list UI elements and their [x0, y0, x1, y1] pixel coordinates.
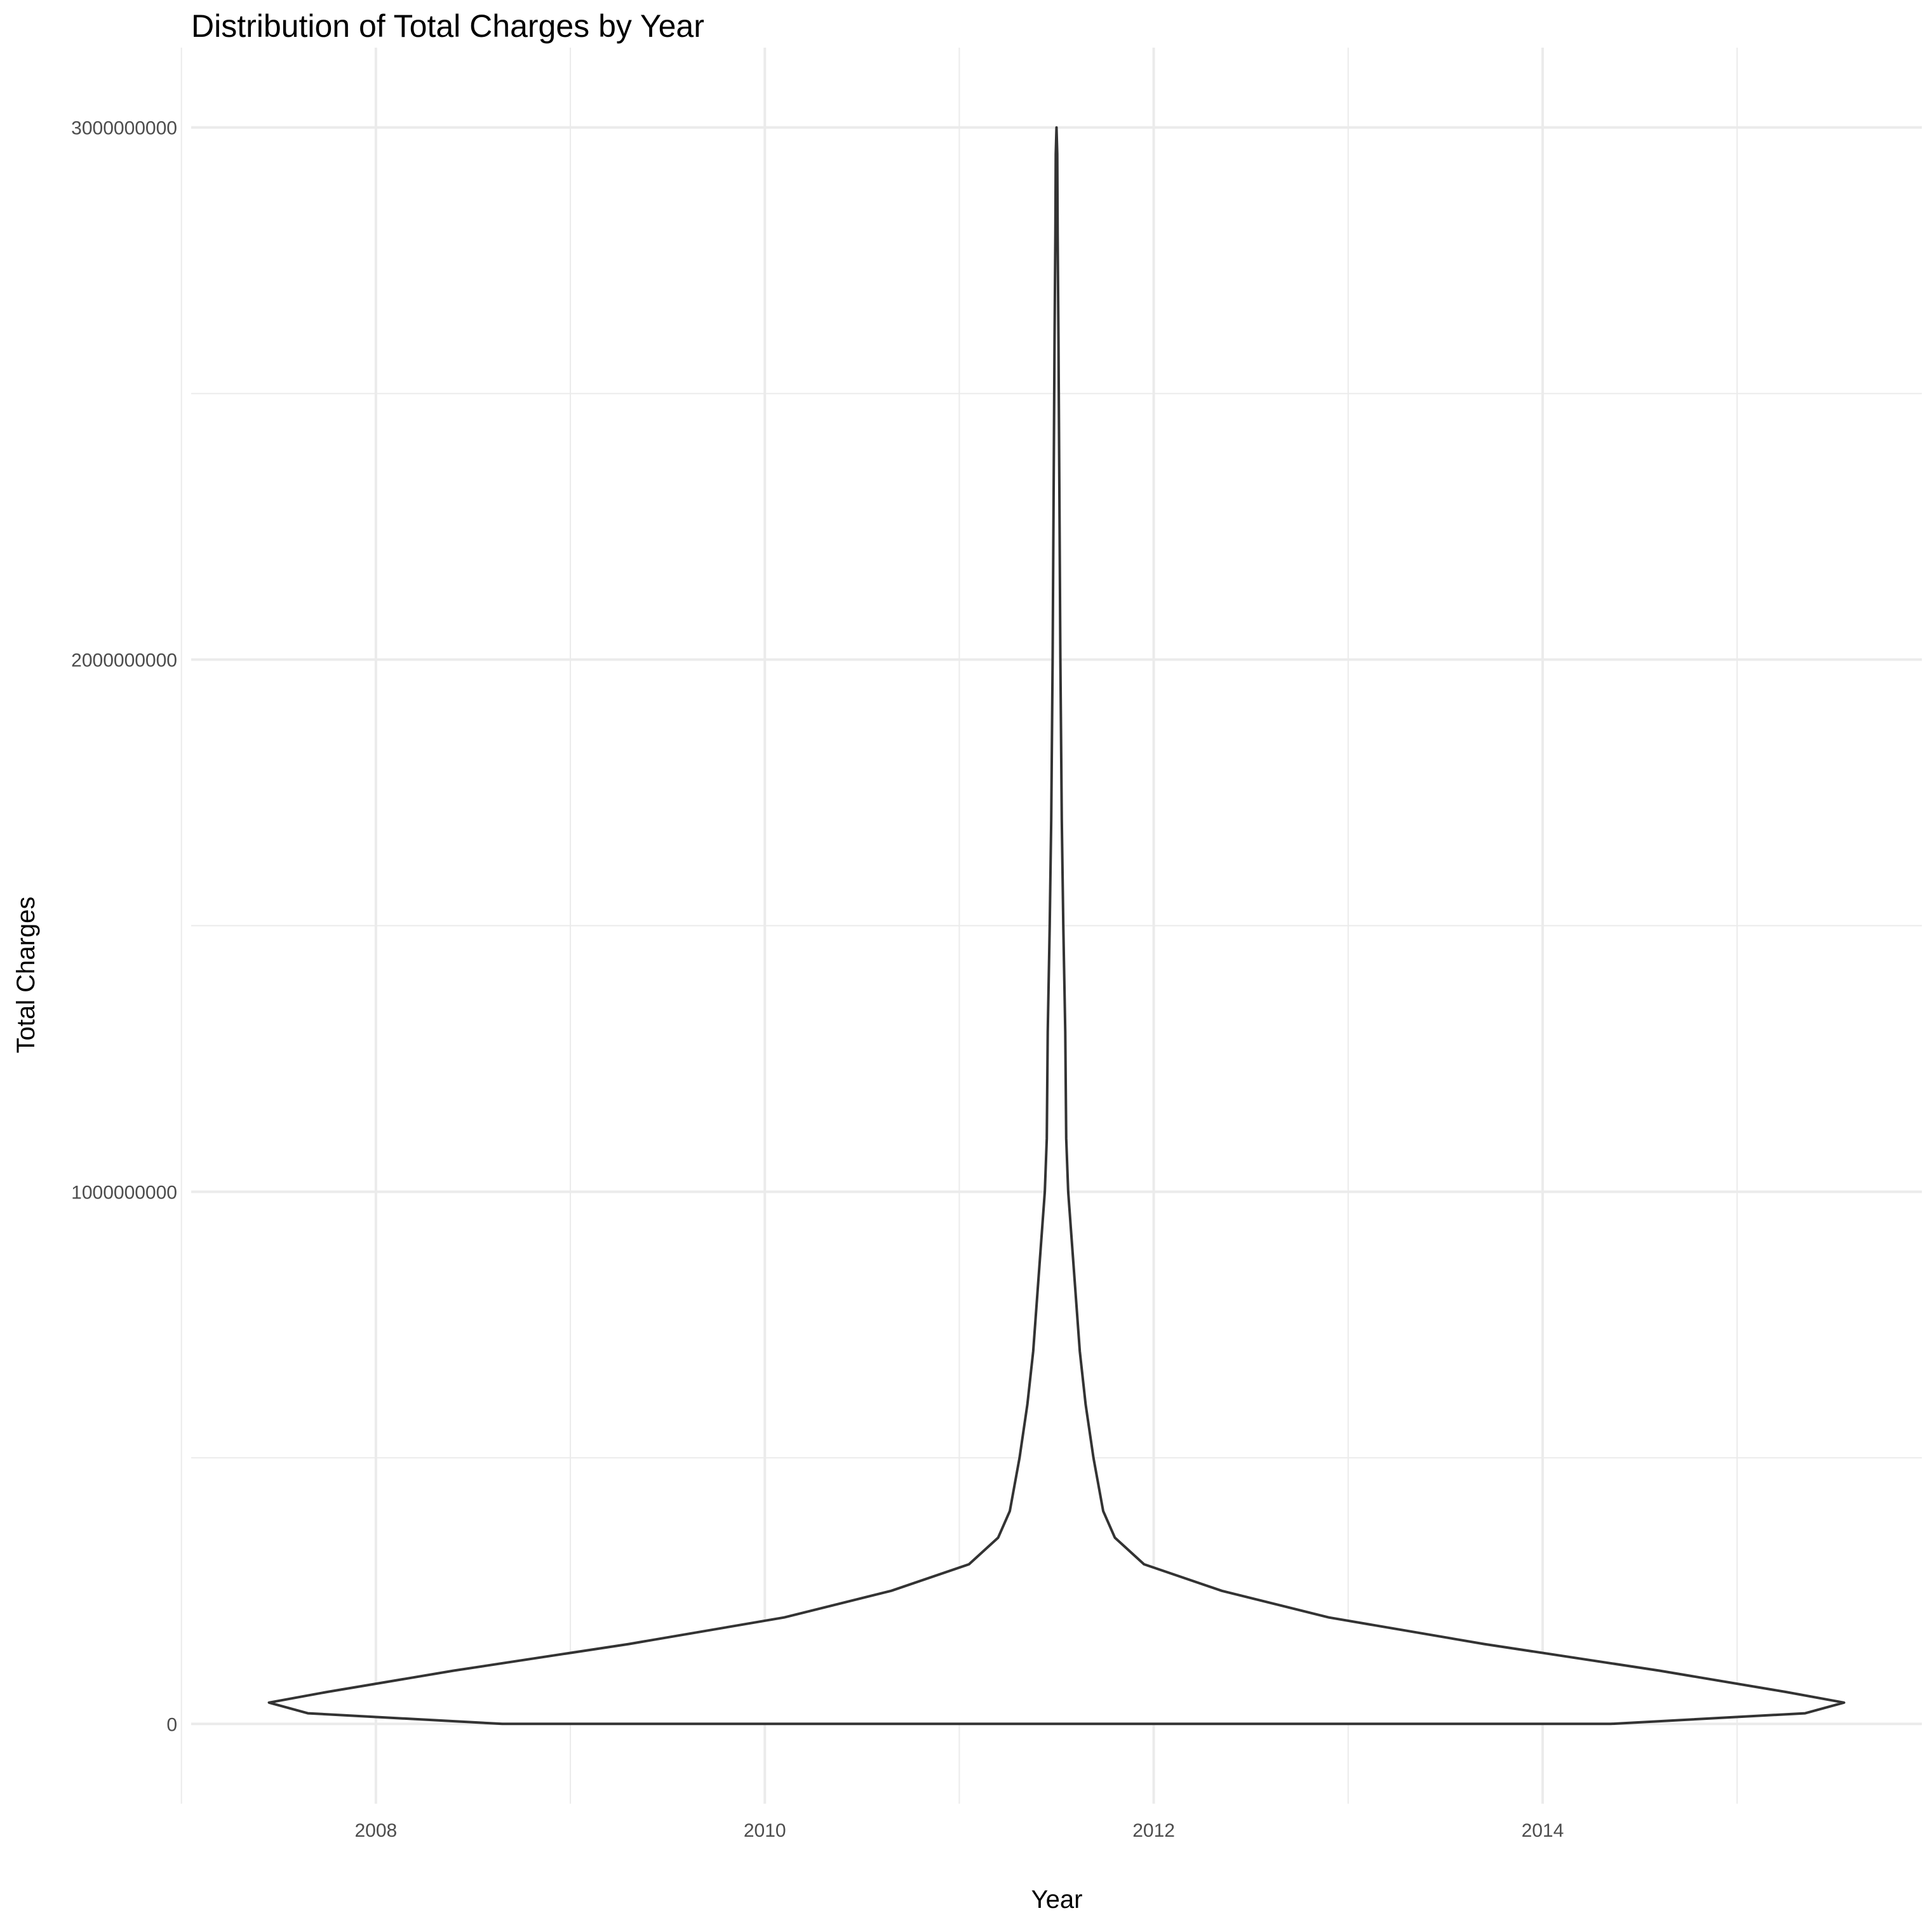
y-tick-label: 2000000000	[71, 650, 177, 671]
chart-title: Distribution of Total Charges by Year	[191, 8, 704, 44]
violin-shape	[267, 126, 1846, 1726]
y-axis-title: Total Charges	[12, 897, 40, 1054]
x-tick-label: 2008	[354, 1820, 397, 1841]
y-tick-label: 1000000000	[71, 1182, 177, 1203]
x-tick-label: 2012	[1132, 1820, 1175, 1841]
y-axis-ticks: 0 1000000000 2000000000 3000000000	[71, 118, 177, 1736]
x-axis-title: Year	[1031, 1886, 1083, 1914]
x-tick-label: 2010	[744, 1820, 786, 1841]
y-tick-label: 0	[166, 1714, 177, 1735]
y-tick-label: 3000000000	[71, 118, 177, 139]
x-tick-label: 2014	[1522, 1820, 1564, 1841]
x-axis-ticks: 2008 2010 2012 2014	[354, 1820, 1564, 1841]
